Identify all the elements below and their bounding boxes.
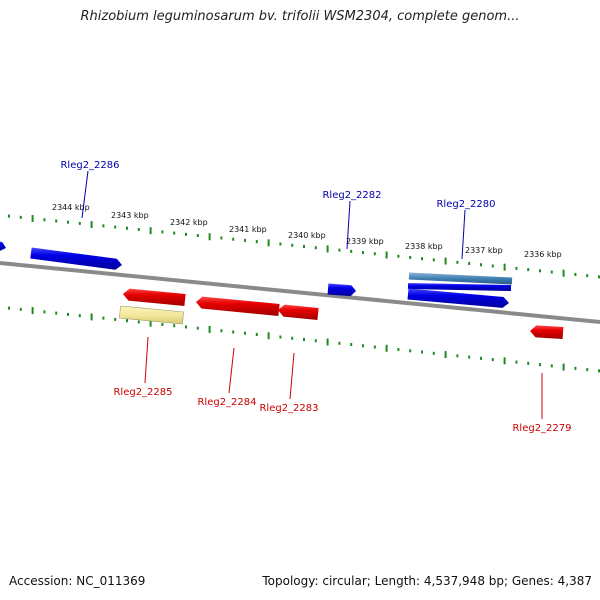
map-title: Rhizobium leguminosarum bv. trifolii WSM… <box>80 9 520 24</box>
kbp-tick-label: 2340 kbp <box>288 231 326 240</box>
kbp-tick-label: 2338 kbp <box>405 242 443 251</box>
genome-backbone <box>0 261 600 324</box>
gene-leader-line <box>461 209 466 260</box>
forward-gene-arrow[interactable] <box>407 288 510 308</box>
gene-leader-line <box>81 170 89 219</box>
gene-label[interactable]: Rleg2_2285 <box>113 387 172 398</box>
gene-leader-line <box>346 200 351 250</box>
kbp-tick-label: 2339 kbp <box>346 237 384 246</box>
reverse-gene-arrow[interactable] <box>123 288 186 306</box>
gene-label[interactable]: Rleg2_2282 <box>322 190 381 201</box>
gene-label[interactable]: Rleg2_2279 <box>512 423 571 434</box>
kbp-tick-label: 2337 kbp <box>465 246 503 255</box>
kbp-tick-label: 2341 kbp <box>229 225 267 234</box>
gene-leader-lines <box>81 170 543 419</box>
accession-text: Accession: NC_011369 <box>9 574 146 588</box>
kbp-tick-label: 2343 kbp <box>111 211 149 220</box>
gene-label[interactable]: Rleg2_2286 <box>60 160 119 171</box>
gene-leader-line <box>228 347 235 394</box>
upper-tick-row <box>8 214 600 279</box>
forward-gene-arrow[interactable] <box>0 241 6 251</box>
kbp-tick-label: 2342 kbp <box>170 218 208 227</box>
kbp-tick-label: 2344 kbp <box>52 203 90 212</box>
genome-summary-text: Topology: circular; Length: 4,537,948 bp… <box>262 574 592 588</box>
gene-label[interactable]: Rleg2_2280 <box>436 199 495 210</box>
reverse-gene-arrow[interactable] <box>278 304 319 320</box>
kbp-tick-labels: 2344 kbp 2343 kbp 2342 kbp 2341 kbp 2340 kbp… <box>52 203 562 259</box>
gene-leader-line <box>289 352 295 400</box>
gene-leader-line <box>144 336 149 384</box>
reverse-gene-arrow[interactable] <box>196 296 280 316</box>
pseudogene-feature[interactable] <box>119 305 184 325</box>
lower-tick-row <box>8 306 600 373</box>
gene-labels: Rleg2_2286 Rleg2_2282 Rleg2_2280 Rleg2_2285… <box>60 160 571 434</box>
reverse-gene-arrow[interactable] <box>530 325 564 339</box>
forward-strand-genes <box>0 241 513 308</box>
forward-gene-arrow[interactable] <box>407 283 512 291</box>
rna-gene-feature[interactable] <box>408 272 513 285</box>
kbp-tick-label: 2336 kbp <box>524 250 562 259</box>
gene-label[interactable]: Rleg2_2283 <box>259 403 318 414</box>
forward-gene-arrow[interactable] <box>30 247 122 270</box>
forward-gene-arrow[interactable] <box>327 283 356 297</box>
gene-label[interactable]: Rleg2_2284 <box>197 397 256 408</box>
reverse-strand-genes <box>119 288 564 339</box>
